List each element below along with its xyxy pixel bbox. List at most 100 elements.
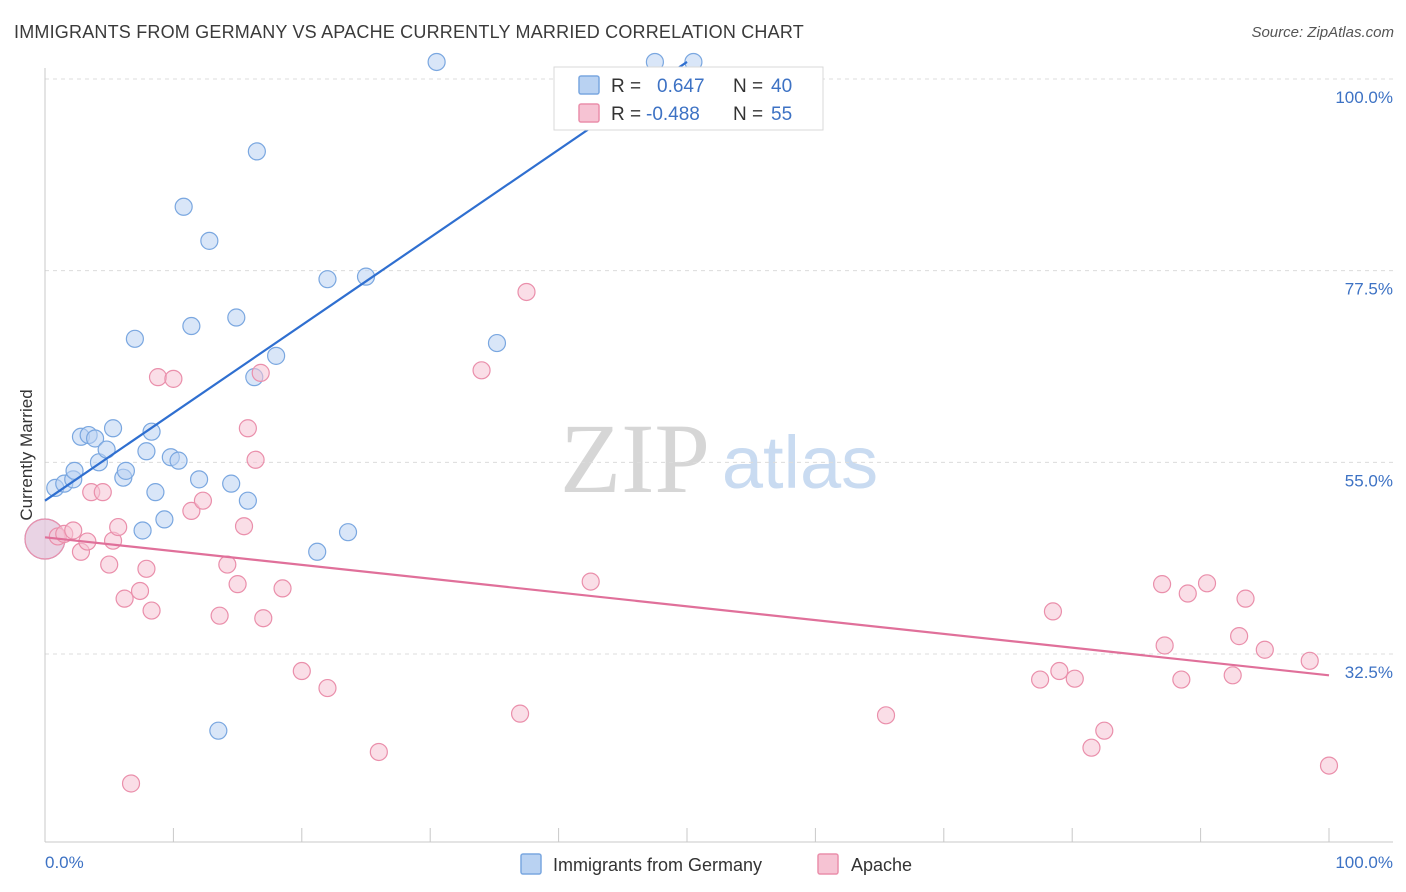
point-germany xyxy=(155,510,174,529)
point-apache xyxy=(148,368,168,387)
point-apache xyxy=(1043,602,1063,621)
point-germany xyxy=(103,419,123,438)
point-apache xyxy=(115,589,134,608)
point-apache xyxy=(517,282,536,302)
gridlines xyxy=(45,78,1393,655)
point-apache xyxy=(1223,666,1242,685)
legend-n-label-1: N = xyxy=(733,76,763,97)
legend-n-value-2: 55 xyxy=(771,104,792,125)
point-apache xyxy=(234,517,254,536)
point-apache xyxy=(1197,574,1217,593)
legend-swatch-apache xyxy=(578,103,600,123)
point-apache xyxy=(193,491,213,510)
y-tick-label: 32.5% xyxy=(1345,663,1393,682)
legend-r-value-1: 0.647 xyxy=(657,76,705,97)
point-apache xyxy=(1095,721,1114,740)
point-apache xyxy=(292,661,311,681)
point-germany xyxy=(427,52,446,72)
watermark: ZIP atlas xyxy=(560,403,878,514)
point-apache xyxy=(130,581,150,601)
y-tick-labels: 100.0% 77.5% 55.0% 32.5% xyxy=(1335,88,1393,682)
legend-r-label-1: R = xyxy=(611,76,641,97)
point-germany xyxy=(318,270,337,289)
point-apache xyxy=(510,704,530,723)
point-apache xyxy=(1236,589,1255,608)
point-germany xyxy=(247,142,266,161)
point-germany xyxy=(133,521,152,540)
point-apache xyxy=(581,572,600,591)
point-apache xyxy=(472,361,491,380)
trend-layer xyxy=(44,61,1330,677)
point-apache xyxy=(1172,670,1191,689)
y-tick-label: 77.5% xyxy=(1345,280,1393,299)
point-apache xyxy=(109,517,128,537)
x-ticks xyxy=(44,828,1330,842)
series-legend-label-germany: Immigrants from Germany xyxy=(553,855,762,875)
point-apache xyxy=(246,450,265,469)
point-apache xyxy=(137,559,156,578)
point-germany xyxy=(267,346,286,365)
legend-n-label-2: N = xyxy=(733,104,763,125)
watermark-zip: ZIP xyxy=(560,403,710,514)
y-tick-label: 100.0% xyxy=(1335,88,1393,107)
point-apache xyxy=(1300,651,1319,670)
point-germany xyxy=(182,316,201,336)
legend-r-label-2: R = xyxy=(611,104,641,125)
source-credit: Source: ZipAtlas.com xyxy=(1251,24,1394,41)
y-axis-label: Currently Married xyxy=(17,389,36,520)
x-tick-label-min: 0.0% xyxy=(45,853,84,872)
point-apache xyxy=(369,742,388,762)
series-legend-label-apache: Apache xyxy=(851,855,912,875)
point-apache xyxy=(210,606,229,625)
point-germany xyxy=(85,429,105,448)
point-apache xyxy=(100,555,119,574)
point-apache xyxy=(93,483,112,502)
legend-r-value-2: -0.488 xyxy=(646,104,700,125)
series-legend: Immigrants from Germany Apache xyxy=(520,853,912,875)
point-germany xyxy=(146,483,165,502)
point-germany xyxy=(189,470,209,489)
x-tick-label-max: 100.0% xyxy=(1335,853,1393,872)
point-germany xyxy=(169,451,188,470)
series-legend-swatch-germany xyxy=(520,853,542,875)
point-apache xyxy=(273,579,292,598)
stats-legend: R = 0.647 N = 40 R = -0.488 N = 55 xyxy=(553,66,824,131)
point-apache xyxy=(1230,627,1249,646)
point-germany xyxy=(308,542,327,561)
trend-line-germany xyxy=(44,61,688,502)
legend-swatch-germany xyxy=(578,75,600,95)
point-germany xyxy=(227,308,246,327)
chart-title: IMMIGRANTS FROM GERMANY VS APACHE CURREN… xyxy=(14,22,804,42)
point-germany xyxy=(487,333,507,353)
point-apache xyxy=(1030,670,1050,689)
point-apache xyxy=(1065,669,1084,688)
point-germany xyxy=(222,474,241,493)
point-germany xyxy=(238,491,257,510)
axes xyxy=(44,68,1393,843)
point-apache xyxy=(142,601,161,620)
point-germany xyxy=(142,422,161,441)
point-apache xyxy=(121,774,141,793)
point-apache xyxy=(1155,636,1174,655)
point-apache xyxy=(1255,640,1274,659)
point-apache xyxy=(251,363,270,382)
point-apache xyxy=(1050,661,1069,681)
point-germany xyxy=(125,329,144,348)
point-apache xyxy=(228,575,247,594)
point-apache xyxy=(1152,575,1172,594)
point-apache xyxy=(182,501,201,520)
y-tick-label: 55.0% xyxy=(1345,471,1393,490)
series-legend-swatch-apache xyxy=(817,853,839,875)
point-germany xyxy=(200,231,219,250)
point-germany xyxy=(338,523,358,542)
points-layer xyxy=(24,52,1339,793)
point-apache xyxy=(318,678,337,698)
trend-line-apache xyxy=(44,536,1330,677)
point-apache xyxy=(1319,756,1339,775)
point-apache xyxy=(1082,738,1101,757)
point-germany xyxy=(209,721,228,740)
point-germany xyxy=(137,442,156,461)
point-apache xyxy=(164,369,183,388)
point-apache xyxy=(238,419,257,438)
